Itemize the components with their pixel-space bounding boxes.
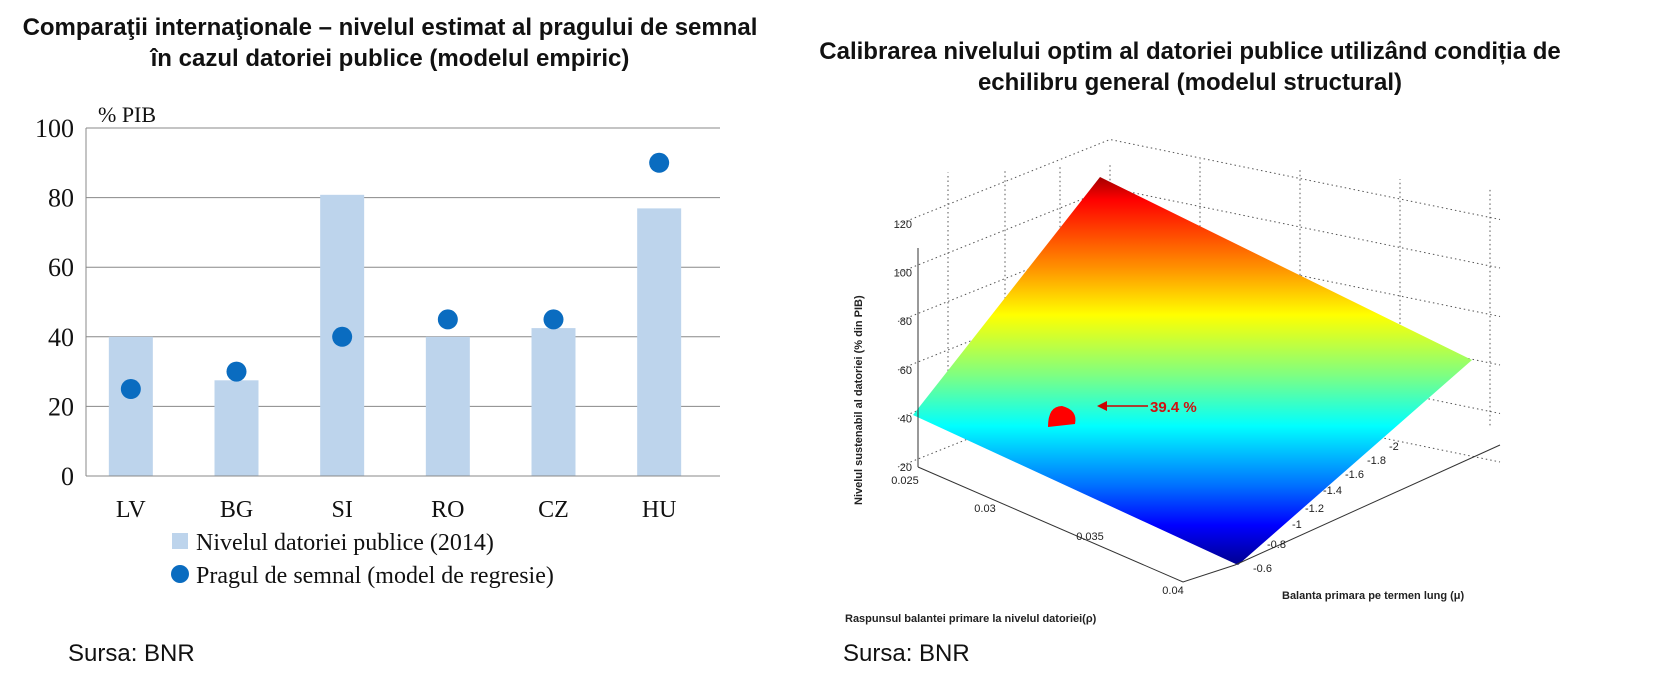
x-tick-label: 0.035 [1076, 531, 1104, 543]
z-tick-label: 60 [900, 365, 912, 377]
grid-line [897, 235, 1501, 322]
grid-line [897, 284, 1501, 371]
x-tick-label: LV [116, 497, 146, 523]
arrow-head [1097, 401, 1107, 411]
x-tick-label: CZ [538, 497, 569, 523]
z-tick-label: 100 [894, 268, 912, 280]
bar-RO [425, 336, 470, 476]
legend-bar-label: Nivelul datoriei publice (2014) [196, 530, 494, 556]
legend-bar-swatch [172, 533, 188, 549]
x-tick-label: HU [642, 497, 677, 523]
y-tick-label: 0 [61, 462, 74, 491]
point-BG [226, 361, 247, 382]
point-HU [649, 152, 670, 173]
z-tick-label: 80 [900, 316, 912, 328]
point-LV [120, 379, 141, 399]
x-tick-label: SI [331, 497, 352, 523]
y-tick-label: -1.6 [1345, 469, 1364, 481]
grid-line [897, 187, 1501, 274]
y-axis-label: % PIB [98, 102, 156, 127]
x-tick-label: BG [220, 497, 253, 523]
y-tick-label: -1.8 [1367, 455, 1386, 467]
optimum-marker [1048, 406, 1076, 427]
grid-line [897, 381, 1501, 468]
x-tick-label: RO [431, 497, 464, 523]
y-tick-label: 100 [35, 114, 74, 143]
x-axis-label: Raspunsul balantei primare la nivelul da… [845, 613, 1097, 625]
x-tick-label: 0.03 [974, 503, 995, 515]
legend-point-label: Pragul de semnal (model de regresie) [196, 563, 554, 589]
y-tick-label: -1 [1292, 519, 1302, 531]
left-source: Sursa: BNR [68, 640, 195, 667]
y-tick-label: -1.2 [1305, 503, 1324, 515]
right-source: Sursa: BNR [843, 640, 970, 667]
y-tick-label: 80 [48, 184, 74, 213]
bar-CZ [531, 328, 576, 476]
grid-line [897, 332, 1501, 419]
y-axis-label: Balanta primara pe termen lung (μ) [1282, 590, 1464, 602]
y-tick-label: 40 [48, 323, 74, 352]
z-axis-label: Nivelul sustenabil al datoriei (% din PI… [853, 295, 865, 505]
y-tick-label: -0.8 [1267, 539, 1286, 551]
x-tick-label: 0.025 [891, 475, 919, 487]
bar-LV [108, 336, 153, 476]
y-tick-label: 60 [48, 253, 74, 282]
z-tick-label: 120 [894, 219, 912, 231]
x-tick-label: 0.04 [1162, 585, 1183, 597]
surface [913, 177, 1472, 565]
bar-chart: 0 20 40 60 80 100 % PIB LV BG SI RO CZ HU Nivelul dat… [35, 102, 720, 589]
y-tick-label: -1.4 [1323, 485, 1342, 497]
annotation-label: 39.4 % [1150, 399, 1197, 416]
point-CZ [543, 309, 564, 330]
z-tick-label: 20 [900, 462, 912, 474]
grid-line [897, 138, 1501, 225]
left-chart-title: Comparaţii internaţionale – nivelul esti… [22, 14, 758, 72]
legend-point-swatch [171, 565, 189, 583]
y-tick-label: -0.6 [1253, 563, 1272, 575]
base-axes [917, 444, 1501, 583]
y-tick-label: -2 [1389, 441, 1399, 453]
y-tick-label: 20 [48, 392, 74, 421]
bar-BG [214, 380, 259, 476]
z-tick-label: 40 [900, 413, 912, 425]
bar-HU [637, 208, 682, 476]
right-chart-title: Calibrarea nivelului optim al datoriei p… [819, 38, 1561, 96]
point-SI [332, 326, 353, 347]
point-RO [437, 309, 458, 330]
